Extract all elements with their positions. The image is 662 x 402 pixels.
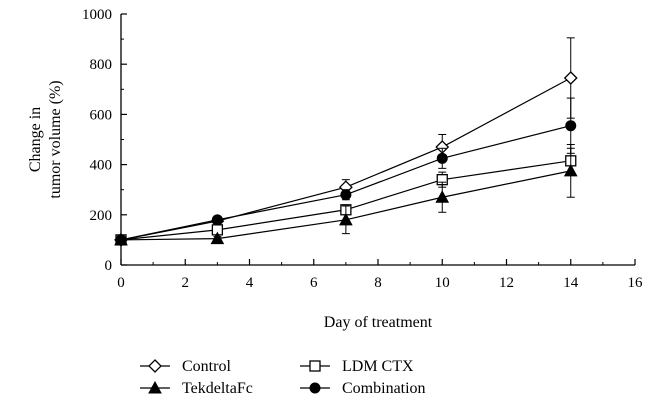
- data-point-control: [563, 71, 578, 85]
- data-point-combination: [436, 152, 448, 164]
- data-point-combination: [211, 214, 223, 226]
- y-axis-label-line-2: tumor volume (%): [47, 80, 64, 198]
- series-tekdeltafc: [114, 144, 578, 246]
- y-tick-label: 1000: [82, 7, 112, 23]
- legend-label-combination: Combination: [342, 380, 426, 397]
- data-point-combination: [340, 189, 352, 201]
- legend-item-ldm-ctx: LDM CTX: [300, 358, 414, 375]
- x-tick-label: 6: [310, 275, 318, 291]
- legend-marker-control: [148, 359, 162, 373]
- data-point-tekdeltafc: [210, 231, 225, 245]
- legend-item-control: Control: [140, 358, 231, 375]
- legend-label-tekdeltafc: TekdeltaFc: [182, 380, 253, 397]
- data-point-tekdeltafc: [339, 212, 353, 226]
- legend-label-control: Control: [182, 358, 231, 375]
- data-point-combination: [115, 234, 127, 246]
- y-tick-label: 200: [90, 208, 113, 224]
- legend-marker-combination: [309, 382, 321, 394]
- data-point-tekdeltafc: [563, 163, 578, 177]
- series-layer: [114, 37, 578, 247]
- y-axis-label-line-1: Change in: [27, 107, 44, 172]
- x-tick-label: 4: [246, 275, 254, 291]
- legend-marker-ldm-ctx: [309, 360, 321, 372]
- y-tick-label: 0: [105, 258, 113, 274]
- x-tick-label: 16: [628, 275, 644, 291]
- legend: Control LDM CTX TekdeltaFc Combination: [140, 358, 426, 397]
- x-tick-label: 10: [435, 275, 450, 291]
- legend-label-ldm-ctx: LDM CTX: [342, 358, 414, 375]
- x-tick-label: 2: [182, 275, 190, 291]
- legend-marker-tekdeltafc: [148, 380, 162, 394]
- axes: 0 200 400 600 800 1000 0 2 4 6 8 10 12 14 16: [82, 7, 643, 291]
- y-tick-label: 800: [90, 57, 113, 73]
- legend-item-tekdeltafc: TekdeltaFc: [140, 380, 253, 397]
- x-axis-label: Day of treatment: [324, 314, 433, 331]
- data-point-combination: [565, 120, 577, 132]
- x-tick-label: 0: [117, 275, 125, 291]
- y-tick-label: 600: [90, 107, 113, 123]
- x-tick-label: 12: [499, 275, 514, 291]
- data-point-tekdeltafc: [435, 190, 450, 203]
- series-combination: [115, 97, 577, 246]
- legend-item-combination: Combination: [300, 380, 426, 397]
- y-tick-label: 400: [90, 158, 113, 174]
- x-tick-label: 14: [563, 275, 579, 291]
- x-tick-label: 8: [374, 275, 382, 291]
